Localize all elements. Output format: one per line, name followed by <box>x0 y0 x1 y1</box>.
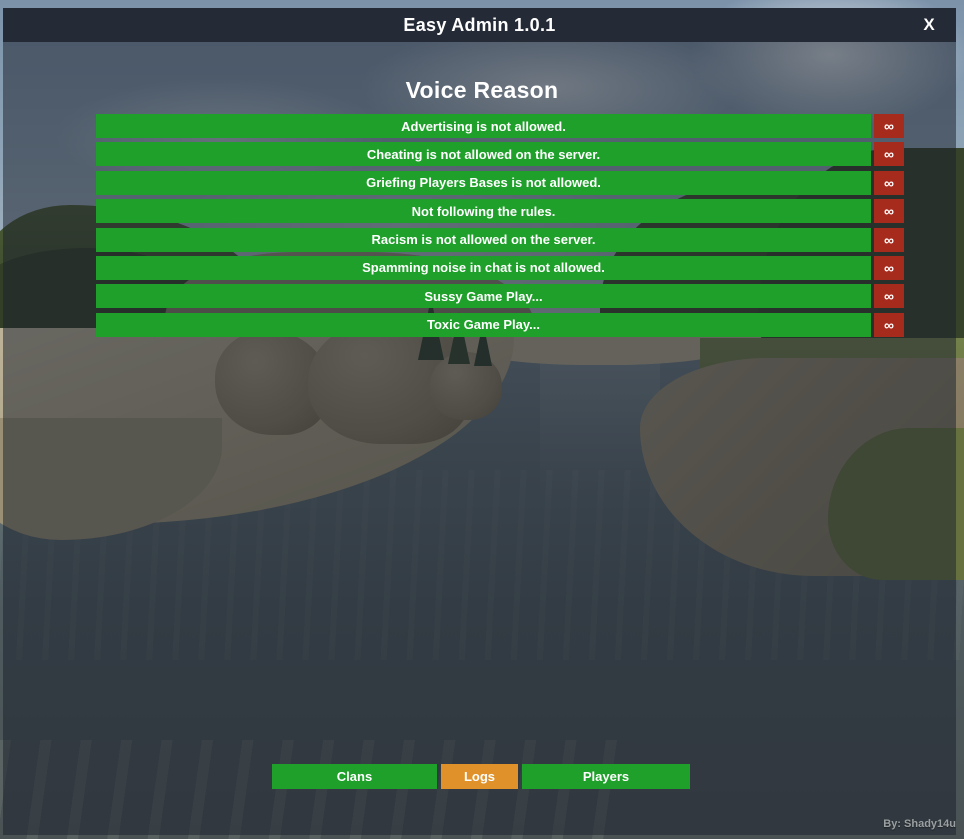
reason-button[interactable]: Griefing Players Bases is not allowed. <box>96 170 871 195</box>
reason-row: Not following the rules. ∞ <box>96 199 904 224</box>
footer-clans-button[interactable]: Clans <box>272 764 437 789</box>
titlebar: Easy Admin 1.0.1 X <box>3 8 956 42</box>
reason-button[interactable]: Advertising is not allowed. <box>96 114 871 138</box>
footer-buttons: Clans Logs Players <box>272 764 690 789</box>
window-title: Easy Admin 1.0.1 <box>403 14 556 35</box>
footer-players-button[interactable]: Players <box>522 764 690 789</box>
infinity-badge-button[interactable]: ∞ <box>874 255 904 280</box>
reason-row: Advertising is not allowed. ∞ <box>96 114 904 138</box>
close-button[interactable]: X <box>916 8 942 42</box>
page-title: Voice Reason <box>405 77 559 103</box>
reason-button[interactable]: Cheating is not allowed on the server. <box>96 142 871 167</box>
reason-row: Griefing Players Bases is not allowed. ∞ <box>96 170 904 195</box>
reason-button[interactable]: Not following the rules. <box>96 199 871 224</box>
reason-button[interactable]: Toxic Game Play... <box>96 312 871 337</box>
reason-button[interactable]: Sussy Game Play... <box>96 284 871 309</box>
infinity-badge-button[interactable]: ∞ <box>874 114 904 138</box>
reason-row: Racism is not allowed on the server. ∞ <box>96 227 904 252</box>
reason-list: Advertising is not allowed. ∞ Cheating is … <box>96 114 904 337</box>
reason-row: Spamming noise in chat is not allowed. ∞ <box>96 255 904 280</box>
credit-text: By: Shady14u <box>883 818 956 830</box>
reason-row: Cheating is not allowed on the server. ∞ <box>96 142 904 167</box>
infinity-badge-button[interactable]: ∞ <box>874 142 904 167</box>
infinity-badge-button[interactable]: ∞ <box>874 199 904 224</box>
infinity-badge-button[interactable]: ∞ <box>874 227 904 252</box>
infinity-badge-button[interactable]: ∞ <box>874 170 904 195</box>
reason-button[interactable]: Spamming noise in chat is not allowed. <box>96 255 871 280</box>
infinity-badge-button[interactable]: ∞ <box>874 284 904 309</box>
reason-row: Toxic Game Play... ∞ <box>96 312 904 337</box>
infinity-badge-button[interactable]: ∞ <box>874 312 904 337</box>
reason-button[interactable]: Racism is not allowed on the server. <box>96 227 871 252</box>
reason-row: Sussy Game Play... ∞ <box>96 284 904 309</box>
footer-logs-button[interactable]: Logs <box>441 764 518 789</box>
